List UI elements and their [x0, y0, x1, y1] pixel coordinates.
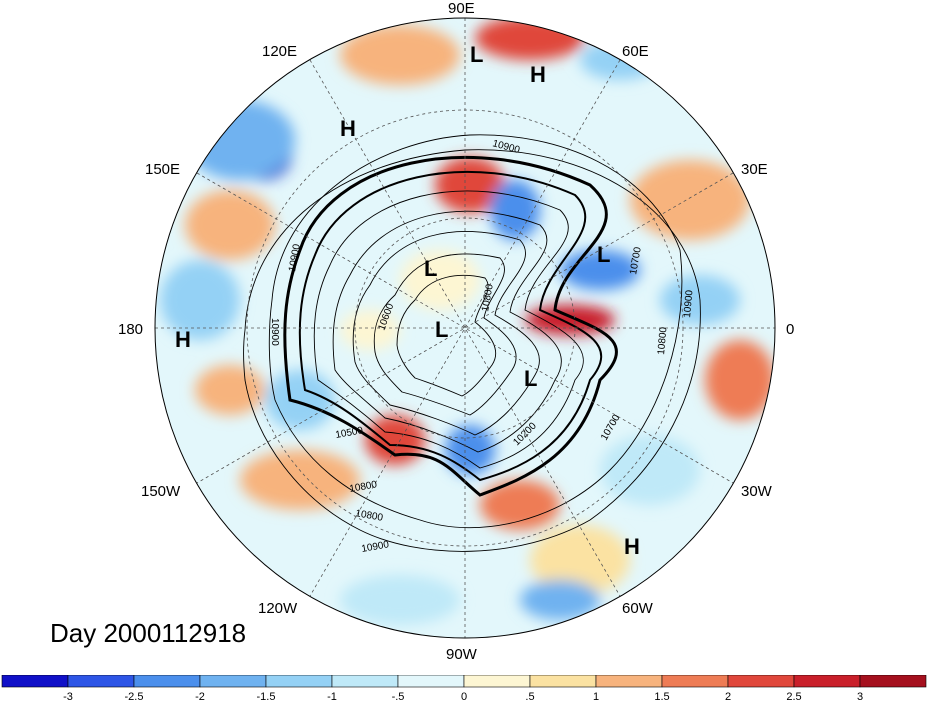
- contour-inner-2: [396, 274, 497, 397]
- contour-label: 10900: [269, 318, 280, 346]
- lon-label: 30E: [741, 161, 768, 178]
- lon-label: 150W: [141, 483, 181, 500]
- colorbar-tick-label: -3: [63, 691, 73, 702]
- colorbar-box: [133, 675, 201, 688]
- colorbar-tick-label: -.5: [392, 691, 405, 702]
- contour-label: 10500: [335, 425, 365, 441]
- lon-label: 0: [786, 321, 794, 338]
- pressure-center-label: L: [470, 42, 483, 67]
- colorbar-box: [859, 675, 927, 688]
- pressure-center-label: L: [435, 317, 448, 342]
- contour-label: 10700: [628, 246, 644, 276]
- contour-label: 10800: [480, 283, 496, 313]
- colorbar-box: [67, 675, 135, 688]
- colorbar: -3 -2.5 -2 -1.5 -1 -.5 0 .5 1 1.5 2 2.5 3: [1, 675, 927, 702]
- lon-label: 120E: [262, 43, 297, 60]
- colorbar-labels: -3 -2.5 -2 -1.5 -1 -.5 0 .5 1 1.5 2 2.5 3: [63, 691, 863, 702]
- contour-thick-2: [298, 170, 603, 482]
- contour-mid-2: [332, 210, 562, 453]
- contour-mid-3: [352, 230, 540, 436]
- contour-label: 10900: [682, 289, 695, 318]
- colorbar-boxes: [1, 675, 927, 688]
- colorbar-box: [661, 675, 729, 688]
- colorbar-tick-label: 2: [725, 691, 731, 702]
- height-contours: [243, 134, 701, 552]
- colorbar-tick-label: .5: [525, 691, 534, 702]
- lon-label: 60E: [622, 43, 649, 60]
- pressure-center-label: H: [175, 327, 191, 352]
- colorbar-box: [265, 675, 333, 688]
- lon-label: 60W: [622, 600, 654, 617]
- pressure-center-label: H: [530, 62, 546, 87]
- contour-label: 10800: [656, 326, 669, 355]
- lon-label: 90E: [448, 0, 475, 17]
- colorbar-tick-label: -2: [195, 691, 205, 702]
- contour-outer-1: [268, 134, 683, 529]
- colorbar-box: [529, 675, 597, 688]
- contour-label: 10800: [349, 479, 379, 495]
- colorbar-box: [595, 675, 663, 688]
- colorbar-tick-label: 3: [857, 691, 863, 702]
- pressure-center-label: L: [424, 256, 437, 281]
- colorbar-tick-label: 0: [461, 691, 467, 702]
- colorbar-box: [727, 675, 795, 688]
- contour-label: 10800: [354, 508, 384, 524]
- longitude-labels: 90E 60E 30E 0 30W 60W 90W 120W 150W 180 …: [118, 0, 794, 663]
- colorbar-box: [199, 675, 267, 688]
- lon-label: 180: [118, 321, 143, 338]
- colorbar-tick-label: 1: [593, 691, 599, 702]
- contour-outer-2: [243, 149, 701, 552]
- colorbar-box: [331, 675, 399, 688]
- lon-label: 90W: [446, 646, 478, 663]
- colorbar-tick-label: 1.5: [654, 691, 669, 702]
- date-label: Day 2000112918: [50, 618, 247, 648]
- lon-label: 120W: [258, 600, 298, 617]
- contour-inner-1: [373, 253, 517, 416]
- colorbar-tick-label: -2.5: [125, 691, 144, 702]
- pressure-center-label: H: [340, 116, 356, 141]
- map-boundary: [154, 17, 776, 639]
- graticule: [155, 18, 775, 638]
- pressure-centers: L H H L L L L H H: [175, 42, 640, 559]
- colorbar-tick-label: 2.5: [786, 691, 801, 702]
- contour-thick: [283, 155, 618, 497]
- colorbar-box: [793, 675, 861, 688]
- colorbar-tick-label: -1: [327, 691, 337, 702]
- contour-label: 10900: [361, 539, 391, 555]
- pressure-center-label: H: [624, 534, 640, 559]
- colorbar-tick-label: -1.5: [257, 691, 276, 702]
- lon-label: 30W: [741, 483, 773, 500]
- colorbar-box: [397, 675, 465, 688]
- colorbar-box: [1, 675, 69, 688]
- pressure-center-label: L: [524, 366, 537, 391]
- colorbar-box: [463, 675, 531, 688]
- lon-label: 150E: [145, 161, 180, 178]
- pressure-center-label: L: [597, 242, 610, 267]
- contour-label: 10900: [287, 243, 303, 273]
